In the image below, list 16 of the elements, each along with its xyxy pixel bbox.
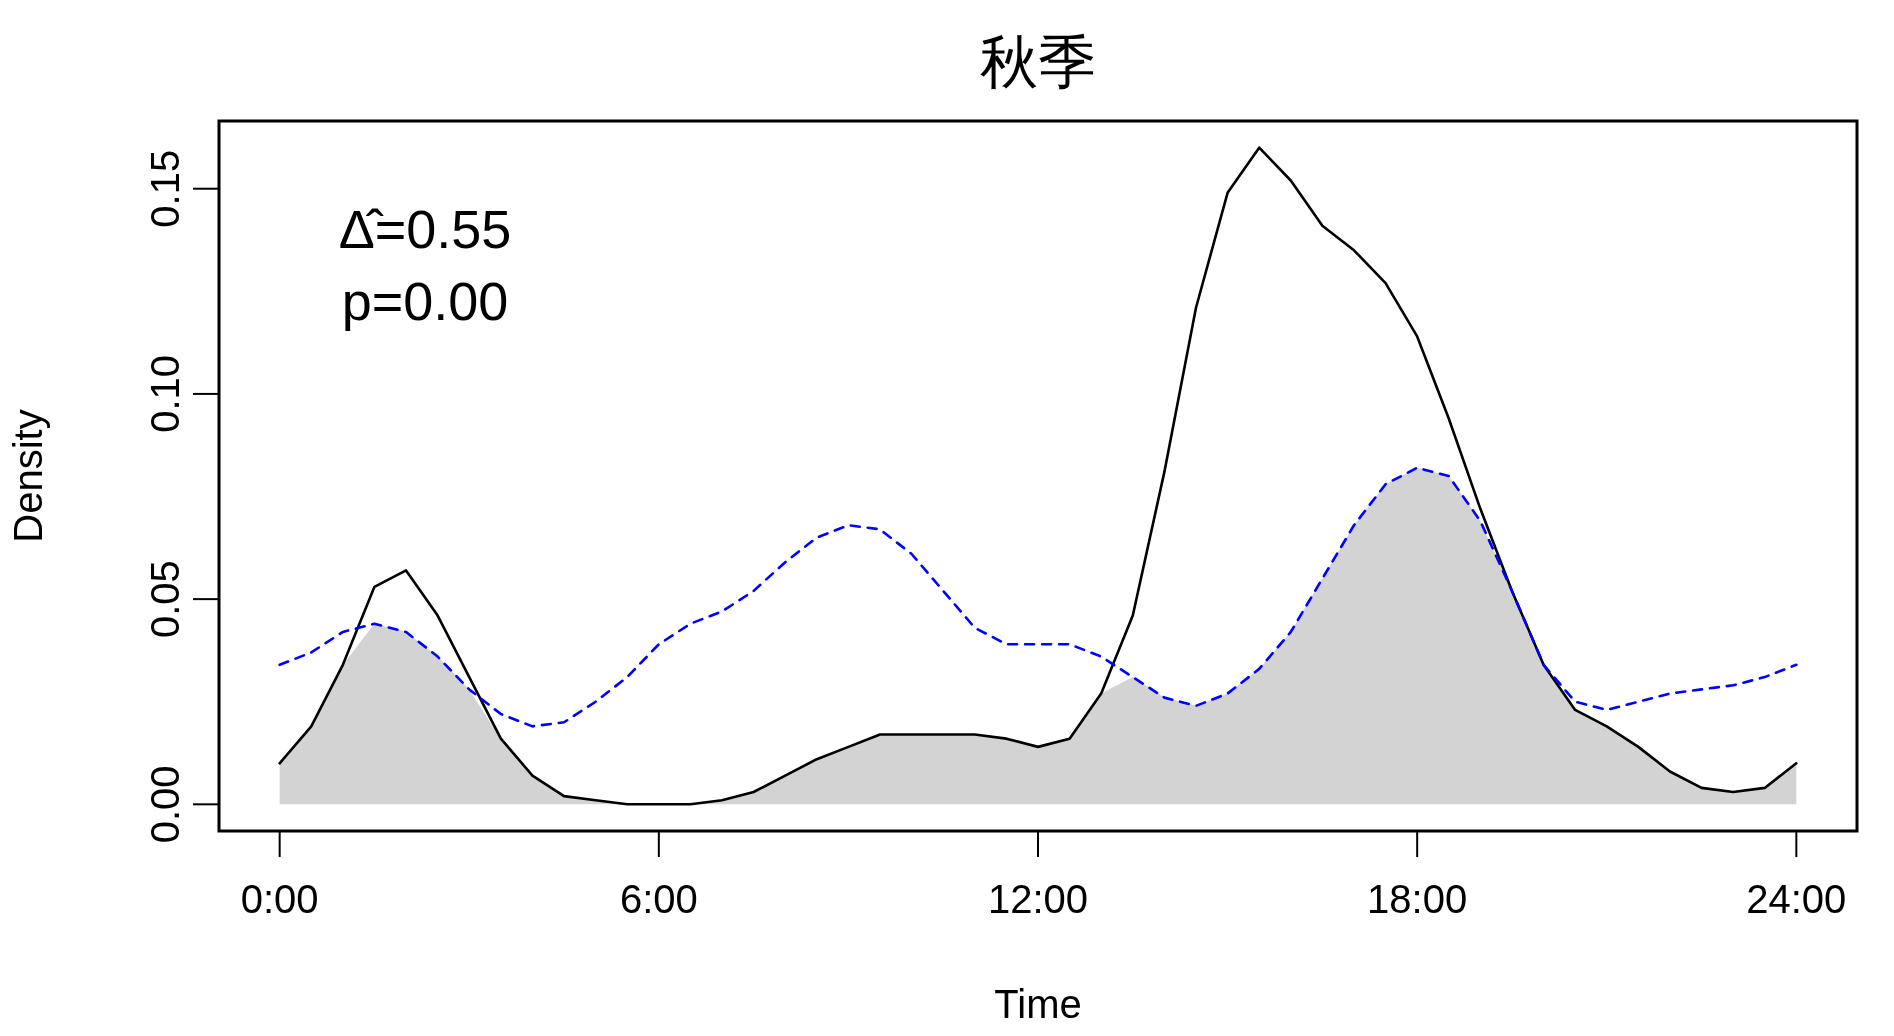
y-tick-label: 0.15 bbox=[143, 149, 187, 228]
x-tick-label: 24:00 bbox=[1746, 877, 1847, 921]
chart-title: 秋季 bbox=[980, 29, 1096, 94]
line-series bbox=[278, 146, 1798, 806]
y-tick-label: 0.00 bbox=[143, 765, 187, 844]
y-tick-label: 0.05 bbox=[143, 560, 187, 639]
x-tick-label: 0:00 bbox=[240, 877, 319, 921]
y-tick-label: 0.10 bbox=[143, 354, 187, 433]
annotation: Δ̂=0.55 bbox=[338, 199, 512, 259]
annotation: p=0.00 bbox=[341, 271, 509, 331]
x-tick-label: 12:00 bbox=[987, 877, 1089, 921]
y-axis-title: Density bbox=[6, 409, 50, 543]
x-axis-title: Time bbox=[994, 982, 1082, 1026]
x-tick-label: 6:00 bbox=[619, 877, 698, 921]
line-series bbox=[278, 466, 1798, 728]
x-tick-label: 18:00 bbox=[1367, 877, 1468, 921]
